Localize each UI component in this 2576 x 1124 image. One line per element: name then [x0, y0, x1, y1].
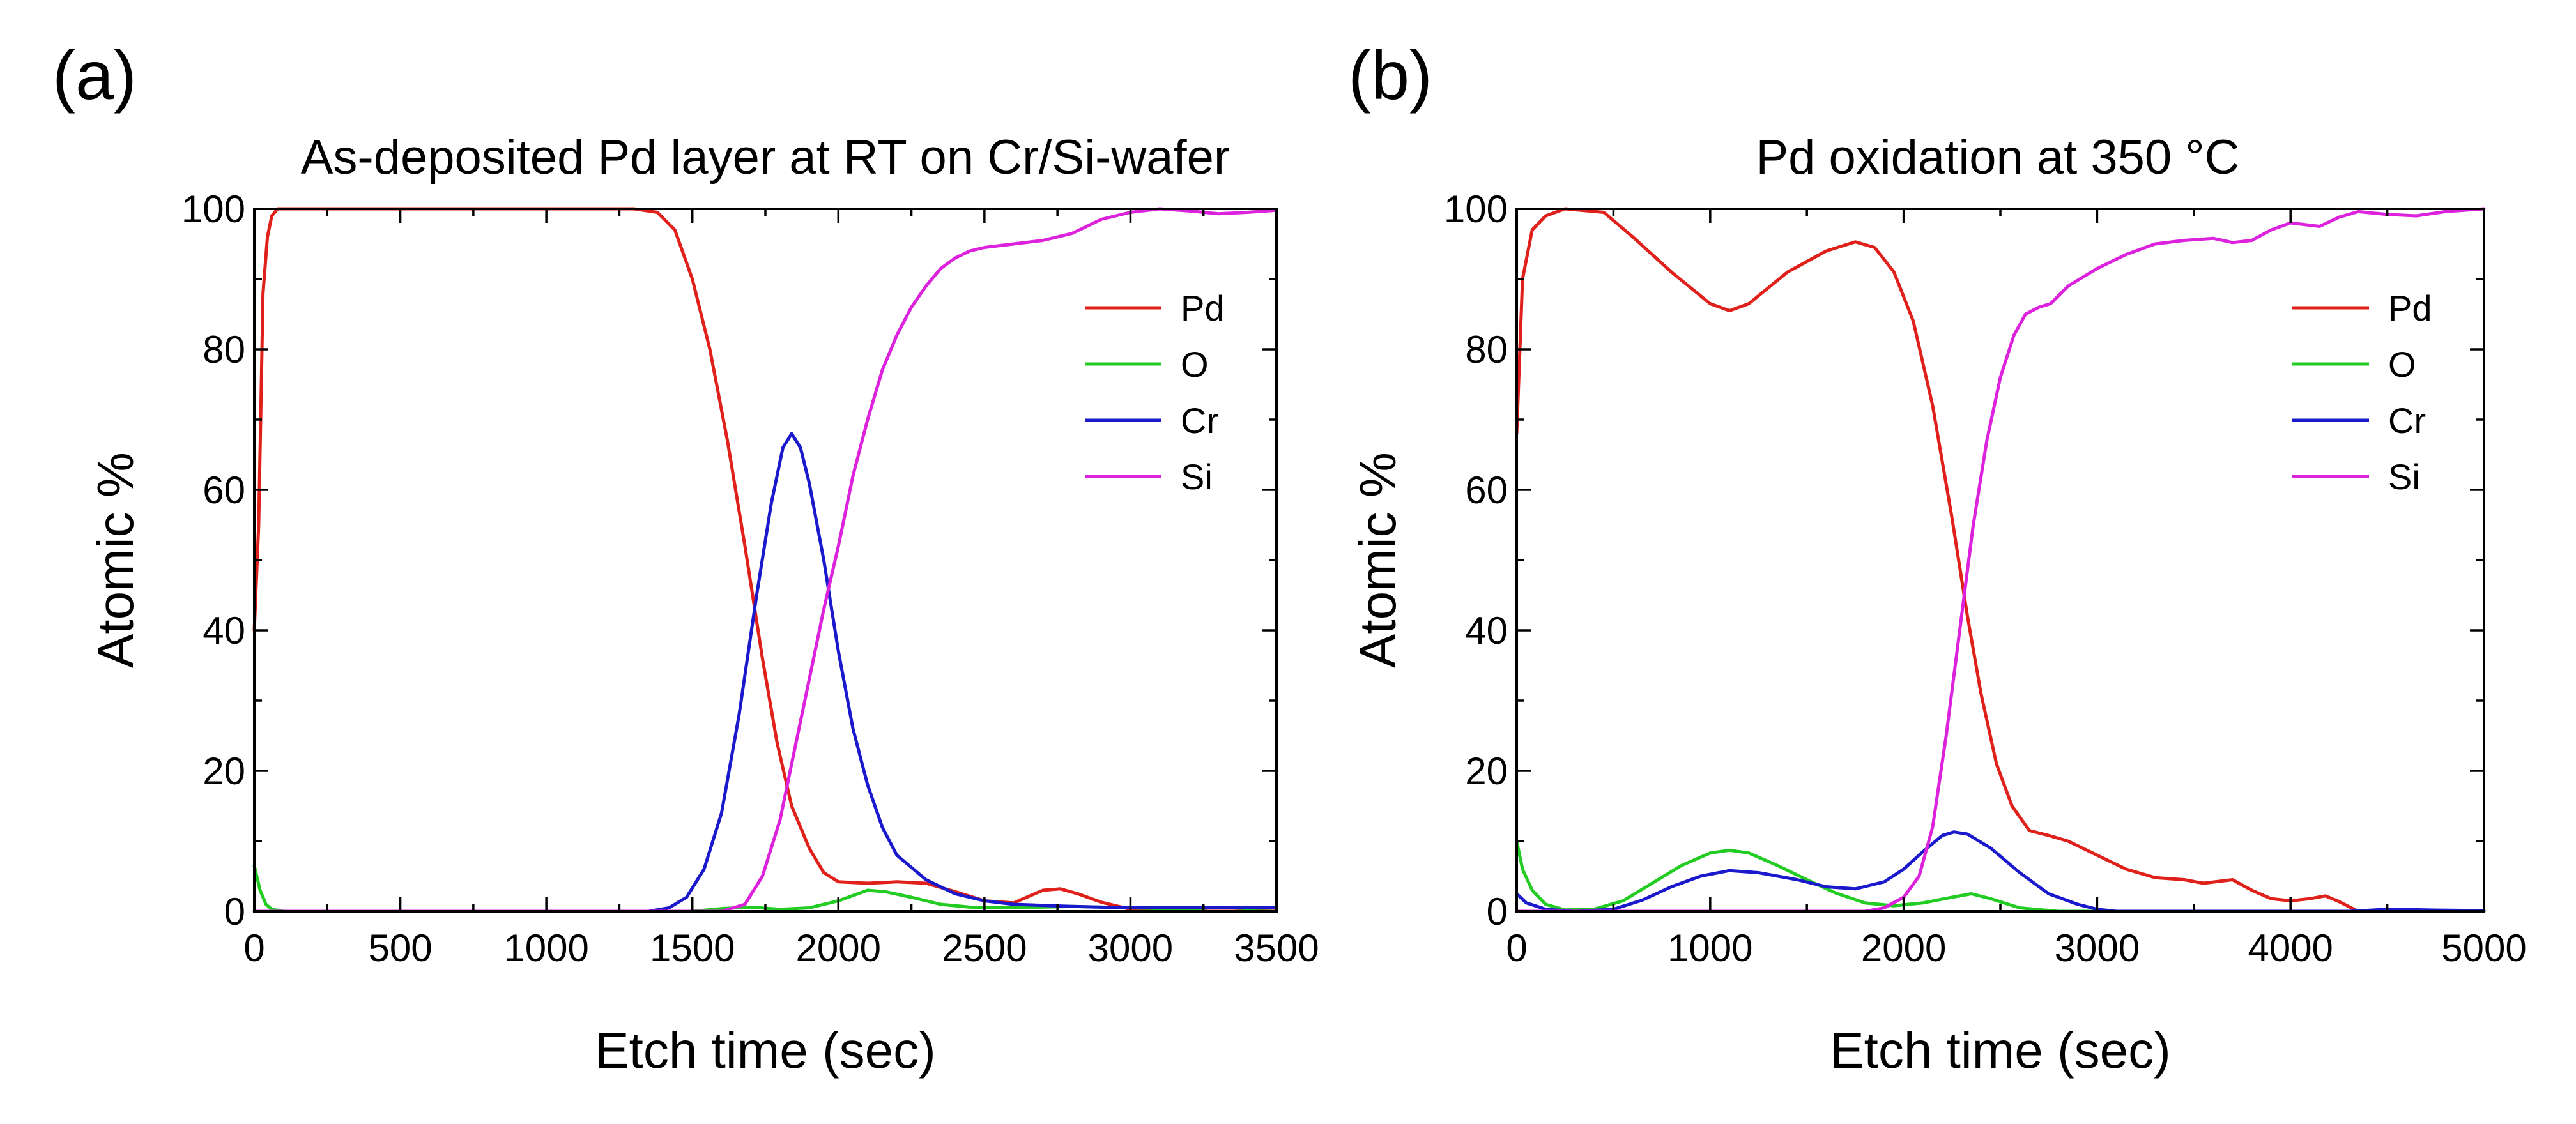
x-tick-label: 5000: [2441, 927, 2526, 969]
y-tick-label: 60: [203, 469, 245, 512]
x-tick-label: 2000: [1861, 927, 1946, 969]
x-tick-label: 3000: [2055, 927, 2140, 969]
y-tick-label: 100: [181, 188, 245, 231]
legend-label-si: Si: [1181, 457, 1213, 497]
x-tick-label: 2500: [942, 927, 1027, 969]
legend-label-o: O: [2388, 344, 2416, 384]
chart-panel-a: (a) As-deposited Pd layer at RT on Cr/Si-…: [52, 36, 1319, 1079]
y-tick-label: 40: [203, 609, 245, 652]
y-tick-label: 80: [203, 328, 245, 371]
chart-title: As-deposited Pd layer at RT on Cr/Si-waf…: [301, 130, 1230, 185]
y-tick-label: 40: [1465, 609, 1508, 652]
y-tick-label: 20: [203, 750, 245, 793]
x-tick-label: 0: [1506, 927, 1527, 969]
legend-label-si: Si: [2388, 457, 2420, 497]
x-tick-label: 3500: [1234, 927, 1319, 969]
series-line-cr: [252, 432, 1278, 913]
chart-panel-b: (b)Pd oxidation at 350 °C0 1000 2000 3000 40…: [1348, 36, 2527, 1079]
x-tick-label: 500: [369, 927, 433, 969]
y-tick-label: 60: [1465, 469, 1508, 512]
x-tick-label: 1000: [503, 927, 588, 969]
legend: Pd O Cr Si: [2292, 288, 2432, 497]
x-tick-label: 3000: [1088, 927, 1173, 969]
series-line-si: [252, 207, 1278, 913]
y-tick-label: 100: [1444, 188, 1508, 231]
y-tick-label: 80: [1465, 328, 1508, 371]
y-tick-label: 20: [1465, 750, 1508, 793]
x-tick-label: 2000: [796, 927, 881, 969]
y-axis-label: Atomic %: [87, 452, 144, 668]
x-axis-label: Etch time (sec): [1830, 1022, 2170, 1079]
chart-title: Pd oxidation at 350 °C: [1756, 130, 2239, 185]
x-axis-label: Etch time (sec): [595, 1022, 935, 1079]
y-tick-label: 0: [224, 890, 245, 933]
legend-label-cr: Cr: [2388, 400, 2426, 441]
y-axis-label: Atomic %: [1349, 452, 1406, 668]
x-tick-label: 0: [243, 927, 264, 969]
series-line-pd: [1515, 207, 2486, 913]
legend-label-pd: Pd: [2388, 288, 2432, 328]
legend-label-cr: Cr: [1181, 400, 1218, 441]
legend-label-pd: Pd: [1181, 288, 1225, 328]
legend: Pd O Cr Si: [1085, 288, 1225, 497]
y-tick-label: 0: [1487, 890, 1508, 933]
panel-label: (b): [1348, 36, 1432, 114]
panel-label: (a): [52, 36, 137, 114]
x-tick-label: 4000: [2248, 927, 2333, 969]
series-line-si: [1515, 207, 2486, 913]
legend-label-o: O: [1181, 344, 1209, 384]
x-tick-label: 1500: [650, 927, 735, 969]
x-tick-label: 1000: [1667, 927, 1752, 969]
